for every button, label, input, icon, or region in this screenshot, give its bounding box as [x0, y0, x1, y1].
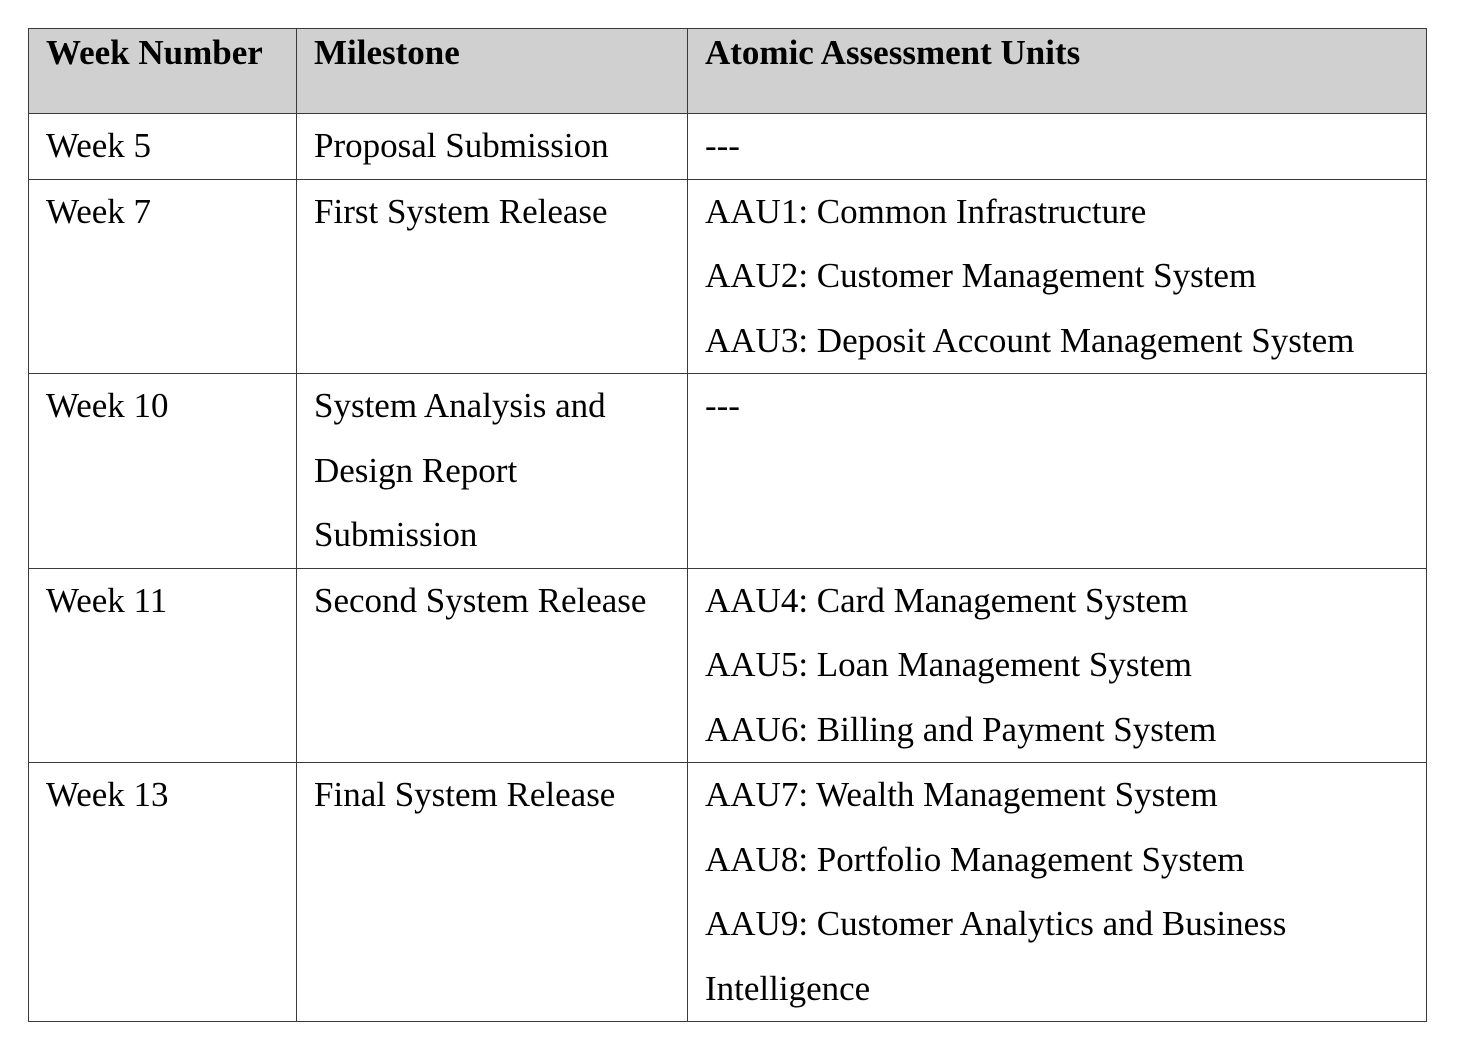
units-cell: AAU7: Wealth Management System AAU8: Por…	[687, 762, 1427, 1022]
week-label: Week 10	[46, 386, 169, 425]
milestone-cell: System Analysis and Design Report Submis…	[296, 373, 688, 569]
week-label: Week 7	[46, 191, 152, 231]
units-cell: ---	[687, 113, 1427, 180]
unit-item: AAU8: Portfolio Management System	[705, 839, 1245, 879]
milestone-text: Second System Release	[314, 580, 647, 620]
units-cell: AAU4: Card Management System AAU5: Loan …	[687, 567, 1427, 763]
week-cell: Week 13	[28, 762, 297, 1022]
week-cell: Week 11	[28, 567, 297, 763]
week-cell: Week 5	[28, 113, 297, 180]
table-row: Week 5 Proposal Submission ---	[28, 113, 1427, 180]
week-cell: Week 7	[28, 178, 297, 374]
unit-item: AAU5: Loan Management System	[705, 645, 1192, 684]
unit-item: AAU2: Customer Management System	[705, 256, 1257, 295]
unit-item: ---	[705, 386, 740, 425]
unit-item: AAU1: Common Infrastructure	[705, 191, 1147, 231]
week-label: Week 13	[46, 775, 169, 814]
unit-item: AAU6: Billing and Payment System	[705, 709, 1217, 749]
header-milestone: Milestone	[296, 28, 688, 114]
units-cell: AAU1: Common Infrastructure AAU2: Custom…	[687, 178, 1427, 374]
milestone-text: First System Release	[314, 191, 608, 231]
unit-item: ---	[705, 126, 740, 165]
units-cell: ---	[687, 373, 1427, 569]
week-cell: Week 10	[28, 373, 297, 569]
week-label: Week 11	[46, 580, 168, 620]
milestone-text: System Analysis and	[314, 386, 606, 425]
milestone-cell: Second System Release	[296, 567, 688, 763]
table-row: Week 13 Final System Release AAU7: Wealt…	[28, 762, 1427, 1022]
milestone-text: Design Report	[314, 450, 518, 490]
week-label: Week 5	[46, 126, 152, 165]
milestone-text: Proposal Submission	[314, 126, 609, 165]
milestone-cell: Proposal Submission	[296, 113, 688, 180]
milestone-cell: First System Release	[296, 178, 688, 374]
milestone-text: Submission	[314, 515, 478, 554]
table-row: Week 10 System Analysis and Design Repor…	[28, 373, 1427, 569]
table-row: Week 11 Second System Release AAU4: Card…	[28, 567, 1427, 763]
unit-item: AAU7: Wealth Management System	[705, 775, 1218, 814]
unit-item: Intelligence	[705, 968, 871, 1008]
header-week-number: Week Number	[28, 28, 297, 114]
header-atomic-assessment-units: Atomic Assessment Units	[687, 28, 1427, 114]
table-header-row: Week Number Milestone Atomic Assessment …	[28, 28, 1427, 114]
milestone-cell: Final System Release	[296, 762, 688, 1022]
milestone-text: Final System Release	[314, 775, 616, 814]
unit-item: AAU3: Deposit Account Management System	[705, 320, 1355, 360]
unit-item: AAU4: Card Management System	[705, 580, 1189, 620]
table-row: Week 7 First System Release AAU1: Common…	[28, 178, 1427, 374]
unit-item: AAU9: Customer Analytics and Business	[705, 904, 1287, 943]
milestone-table: Week Number Milestone Atomic Assessment …	[28, 28, 1427, 1022]
